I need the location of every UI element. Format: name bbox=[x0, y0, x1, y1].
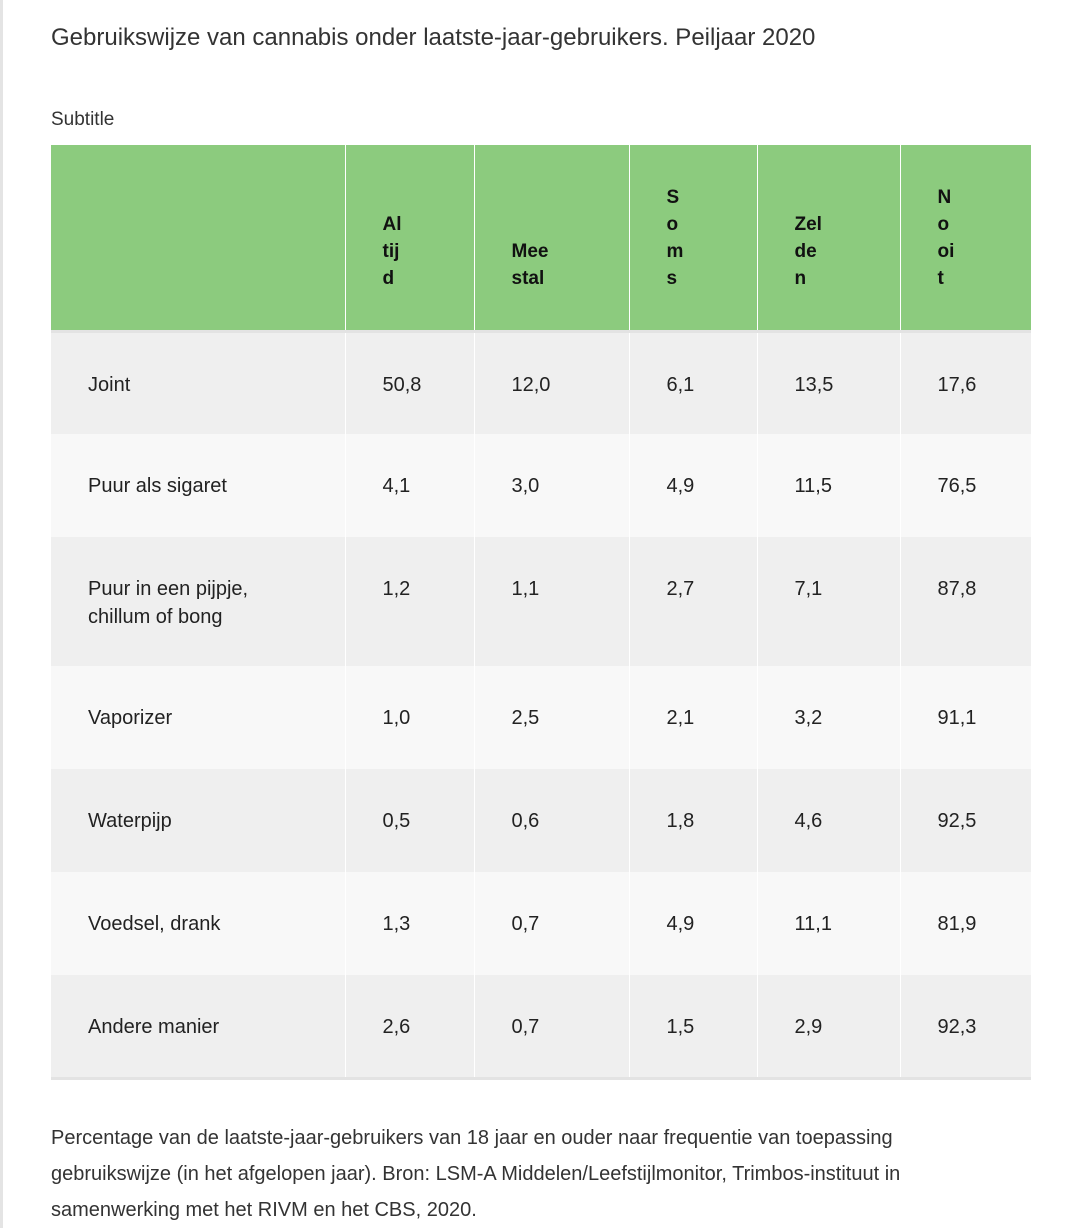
cell-meestal: 1,1 bbox=[474, 537, 630, 666]
cell-nooit: 81,9 bbox=[900, 872, 1031, 975]
cell-meestal: 12,0 bbox=[474, 331, 630, 434]
table-row: Andere manier 2,6 0,7 1,5 2,9 92,3 bbox=[51, 975, 1031, 1078]
table-row: Voedsel, drank 1,3 0,7 4,9 11,1 81,9 bbox=[51, 872, 1031, 975]
cell-zelden: 4,6 bbox=[757, 769, 901, 872]
cell-altijd: 50,8 bbox=[345, 331, 475, 434]
cell-soms: 6,1 bbox=[629, 331, 758, 434]
cell-nooit: 92,3 bbox=[900, 975, 1031, 1078]
header-cell-zelden: Zel de n bbox=[757, 145, 901, 331]
cell-altijd: 1,2 bbox=[345, 537, 475, 666]
row-label: Puur als sigaret bbox=[51, 434, 346, 537]
cell-meestal: 2,5 bbox=[474, 666, 630, 769]
cell-nooit: 87,8 bbox=[900, 537, 1031, 666]
row-label: Waterpijp bbox=[51, 769, 346, 872]
cell-meestal: 0,7 bbox=[474, 872, 630, 975]
row-label: Andere manier bbox=[51, 975, 346, 1078]
row-label: Vaporizer bbox=[51, 666, 346, 769]
cell-nooit: 91,1 bbox=[900, 666, 1031, 769]
header-cell-soms: S o m s bbox=[629, 145, 758, 331]
table-body: Joint 50,8 12,0 6,1 13,5 17,6 Puur als s… bbox=[51, 331, 1031, 1078]
row-label: Voedsel, drank bbox=[51, 872, 346, 975]
cell-zelden: 2,9 bbox=[757, 975, 901, 1078]
table-header-row: Al tij d Mee stal S o m s Zel de n N o o… bbox=[51, 145, 1031, 331]
page-title: Gebruikswijze van cannabis onder laatste… bbox=[51, 24, 816, 51]
cell-altijd: 2,6 bbox=[345, 975, 475, 1078]
row-label: Joint bbox=[51, 331, 346, 434]
cell-zelden: 7,1 bbox=[757, 537, 901, 666]
cell-soms: 1,8 bbox=[629, 769, 758, 872]
cell-altijd: 1,0 bbox=[345, 666, 475, 769]
cell-nooit: 76,5 bbox=[900, 434, 1031, 537]
cell-altijd: 4,1 bbox=[345, 434, 475, 537]
header-cell-meestal: Mee stal bbox=[474, 145, 630, 331]
header-cell-nooit: N o oi t bbox=[900, 145, 1031, 331]
cell-zelden: 13,5 bbox=[757, 331, 901, 434]
table-header: Al tij d Mee stal S o m s Zel de n N o o… bbox=[51, 145, 1031, 331]
cell-soms: 4,9 bbox=[629, 872, 758, 975]
table-footnote: Percentage van de laatste-jaar-gebruiker… bbox=[51, 1127, 901, 1221]
cell-altijd: 1,3 bbox=[345, 872, 475, 975]
header-cell-label bbox=[51, 145, 346, 331]
table-row: Vaporizer 1,0 2,5 2,1 3,2 91,1 bbox=[51, 666, 1031, 769]
row-label: Puur in een pijpje, chillum of bong bbox=[51, 537, 346, 666]
cell-altijd: 0,5 bbox=[345, 769, 475, 872]
cell-meestal: 0,6 bbox=[474, 769, 630, 872]
table-row: Puur als sigaret 4,1 3,0 4,9 11,5 76,5 bbox=[51, 434, 1031, 537]
table-row: Waterpijp 0,5 0,6 1,8 4,6 92,5 bbox=[51, 769, 1031, 872]
page-edge-divider bbox=[0, 0, 3, 1228]
cell-nooit: 92,5 bbox=[900, 769, 1031, 872]
cell-soms: 4,9 bbox=[629, 434, 758, 537]
cell-zelden: 11,5 bbox=[757, 434, 901, 537]
cell-soms: 1,5 bbox=[629, 975, 758, 1078]
cell-nooit: 17,6 bbox=[900, 331, 1031, 434]
page-subtitle: Subtitle bbox=[51, 109, 115, 130]
cell-soms: 2,7 bbox=[629, 537, 758, 666]
cell-zelden: 11,1 bbox=[757, 872, 901, 975]
data-table: Al tij d Mee stal S o m s Zel de n N o o… bbox=[51, 145, 1031, 1080]
table-row: Puur in een pijpje, chillum of bong 1,2 … bbox=[51, 537, 1031, 666]
table-row: Joint 50,8 12,0 6,1 13,5 17,6 bbox=[51, 331, 1031, 434]
cell-meestal: 0,7 bbox=[474, 975, 630, 1078]
cell-zelden: 3,2 bbox=[757, 666, 901, 769]
cell-meestal: 3,0 bbox=[474, 434, 630, 537]
cell-soms: 2,1 bbox=[629, 666, 758, 769]
header-cell-altijd: Al tij d bbox=[345, 145, 475, 331]
